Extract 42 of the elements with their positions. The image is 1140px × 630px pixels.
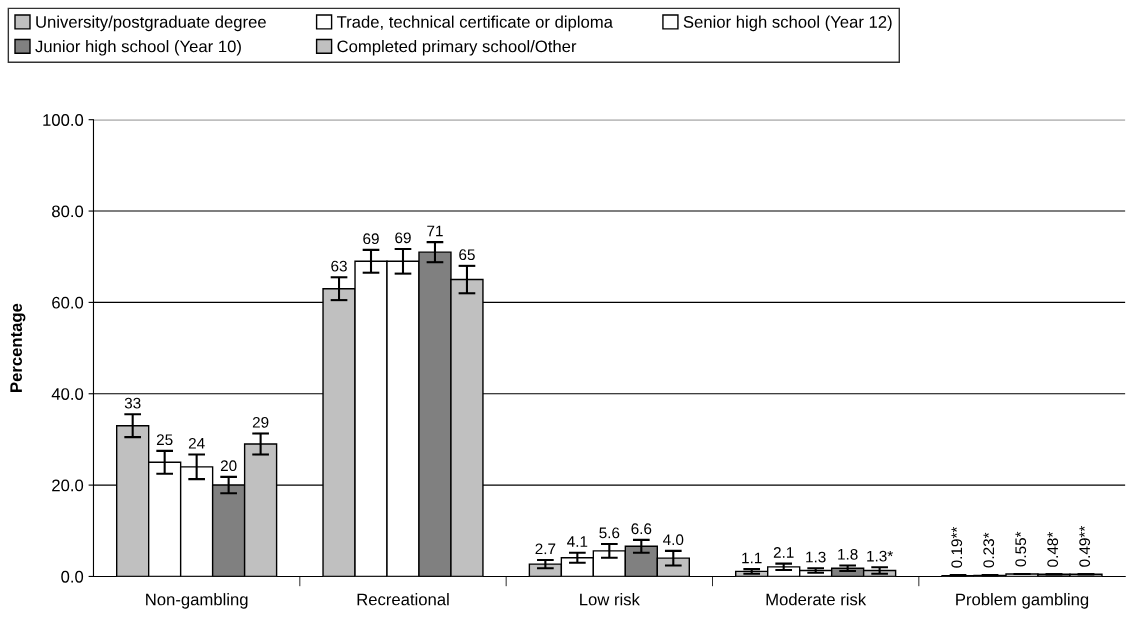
data-label: 65 <box>459 249 475 261</box>
legend-label: Senior high school (Year 12) <box>683 15 892 32</box>
data-label: 71 <box>427 225 443 237</box>
data-label: 69 <box>395 232 411 244</box>
data-label: 20 <box>220 460 237 472</box>
data-label: 1.8 <box>838 548 858 560</box>
data-label: 2.7 <box>535 543 556 555</box>
x-tick-label: Non-gambling <box>146 593 248 609</box>
data-label: 25 <box>156 434 173 446</box>
data-label: 2.1 <box>773 547 794 558</box>
data-label: 6.6 <box>631 523 652 535</box>
y-tick-label: 60.0 <box>52 296 84 309</box>
data-label: 1.3* <box>867 550 893 562</box>
y-axis-title: Percentage <box>10 303 26 392</box>
data-label: 0.55* <box>1015 531 1027 567</box>
data-label: 4.1 <box>567 536 588 547</box>
y-tick-label: 80.0 <box>52 205 84 218</box>
legend-label: Completed primary school/Other <box>337 40 577 56</box>
x-tick-label: Problem gambling <box>956 593 1089 609</box>
data-label: 69 <box>363 233 379 245</box>
data-label: 24 <box>188 437 205 449</box>
data-label: 63 <box>331 260 347 272</box>
data-label: 1.1 <box>742 552 762 564</box>
data-label: 33 <box>124 397 141 409</box>
x-tick-label: Recreational <box>357 593 449 606</box>
legend-label: University/postgraduate degree <box>36 15 266 32</box>
data-label: 0.48* <box>1047 531 1059 567</box>
data-label: 0.19** <box>951 526 963 568</box>
legend-label: Trade, technical certificate or diploma <box>336 15 613 32</box>
y-tick-label: 20.0 <box>52 479 84 492</box>
legend-label: Junior high school (Year 10) <box>35 40 241 56</box>
x-tick-label: Moderate risk <box>766 593 867 606</box>
x-tick-label: Low risk <box>580 593 640 606</box>
data-label: 29 <box>252 416 269 428</box>
data-label: 5.6 <box>599 527 620 539</box>
data-label: 1.3 <box>806 551 826 563</box>
data-label: 0.23* <box>983 532 995 568</box>
data-label: 0.49** <box>1079 525 1091 567</box>
data-label: 4.0 <box>663 534 684 546</box>
y-tick-label: 100.0 <box>43 114 84 126</box>
y-tick-label: 40.0 <box>51 388 84 400</box>
y-tick-label: 0.0 <box>61 570 84 583</box>
